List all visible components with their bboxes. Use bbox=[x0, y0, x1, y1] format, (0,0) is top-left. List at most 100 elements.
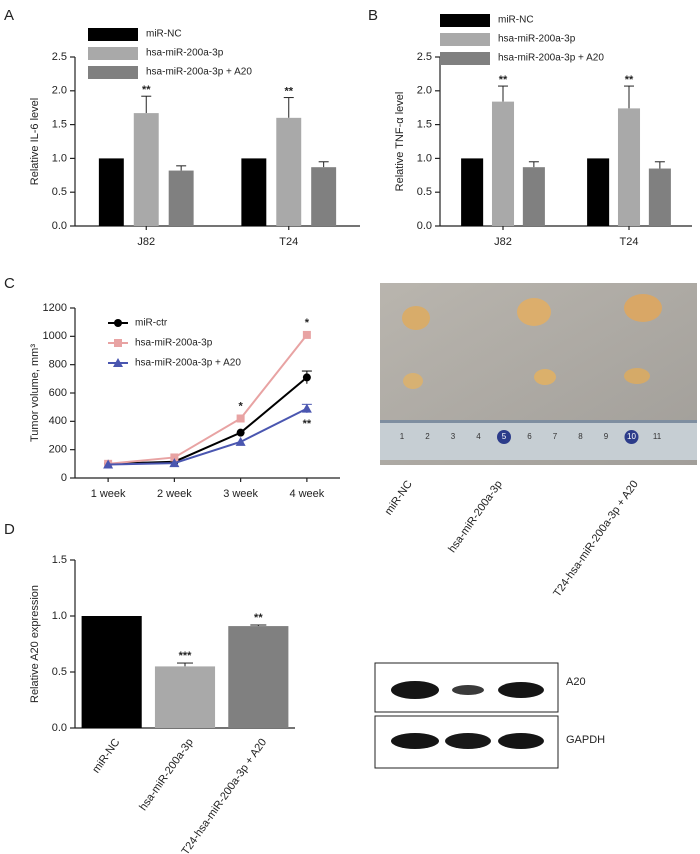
marker bbox=[169, 458, 180, 468]
significance: *** bbox=[179, 650, 193, 662]
sample-label: T24-hsa-miR-200a-3p + A20 bbox=[551, 479, 641, 600]
panel-label: D bbox=[4, 521, 15, 538]
ruler-label: 4 bbox=[476, 432, 481, 441]
band-label: A20 bbox=[566, 676, 586, 688]
significance: ** bbox=[499, 74, 508, 86]
y-axis-label: Relative TNF-α level bbox=[394, 92, 406, 192]
marker bbox=[114, 339, 122, 347]
ruler-label: 3 bbox=[451, 432, 456, 441]
bar bbox=[311, 167, 337, 226]
line bbox=[108, 407, 308, 466]
bar bbox=[98, 158, 124, 226]
bar bbox=[587, 158, 610, 226]
significance: ** bbox=[142, 84, 151, 96]
line bbox=[108, 334, 308, 465]
y-tick-label: 1.0 bbox=[52, 610, 67, 622]
legend-swatch bbox=[440, 52, 490, 65]
sample-label: hsa-miR-200a-3p bbox=[446, 479, 505, 555]
line bbox=[108, 376, 308, 465]
y-tick-label: 0.5 bbox=[417, 186, 432, 198]
ruler-label: 6 bbox=[527, 432, 532, 441]
ruler-label: 9 bbox=[604, 432, 609, 441]
y-tick-label: 1000 bbox=[43, 330, 67, 342]
ruler-label: 11 bbox=[653, 432, 662, 441]
legend-swatch bbox=[440, 14, 490, 27]
y-tick-label: 2.0 bbox=[52, 85, 67, 97]
y-tick-label: 2.5 bbox=[417, 51, 432, 63]
y-tick-label: 0.0 bbox=[52, 220, 67, 232]
y-tick-label: 600 bbox=[49, 387, 67, 399]
legend-label: hsa-miR-200a-3p bbox=[146, 48, 224, 59]
ruler-label: 2 bbox=[425, 432, 430, 441]
bar bbox=[81, 616, 142, 728]
sample-label: miR-NC bbox=[383, 478, 415, 517]
x-tick-label: T24 bbox=[279, 236, 298, 248]
bar bbox=[276, 117, 302, 226]
ruler-circle bbox=[497, 430, 511, 444]
y-tick-label: 2.0 bbox=[417, 85, 432, 97]
bar bbox=[241, 158, 267, 226]
x-tick-label: 4 week bbox=[289, 488, 324, 500]
x-tick-label: J82 bbox=[494, 236, 512, 248]
legend-label: miR-ctr bbox=[135, 318, 168, 329]
significance: ** bbox=[254, 612, 263, 624]
x-tick-label: T24 bbox=[620, 236, 639, 248]
marker bbox=[236, 428, 245, 437]
y-tick-label: 400 bbox=[49, 415, 67, 427]
y-tick-label: 800 bbox=[49, 359, 67, 371]
marker bbox=[302, 330, 311, 339]
ruler-label: 5 bbox=[502, 432, 507, 441]
marker bbox=[301, 403, 312, 413]
y-tick-label: 2.5 bbox=[52, 51, 67, 63]
bar bbox=[522, 167, 545, 226]
ruler-label: 8 bbox=[578, 432, 583, 441]
legend-label: hsa-miR-200a-3p + A20 bbox=[498, 53, 604, 64]
y-axis-label: Relative IL-6 level bbox=[29, 98, 41, 185]
legend-swatch bbox=[440, 33, 490, 46]
legend-swatch bbox=[88, 28, 138, 41]
y-tick-label: 1200 bbox=[43, 302, 67, 314]
marker bbox=[302, 373, 311, 382]
marker bbox=[235, 436, 246, 446]
y-tick-label: 0.0 bbox=[52, 722, 67, 734]
x-tick-label: 2 week bbox=[157, 488, 192, 500]
bar bbox=[154, 666, 216, 728]
x-tick-label: miR-NC bbox=[90, 736, 122, 775]
panel-label: A bbox=[4, 7, 14, 24]
significance: ** bbox=[625, 74, 634, 86]
marker bbox=[113, 358, 123, 367]
bar bbox=[168, 170, 194, 226]
legend-label: hsa-miR-200a-3p bbox=[498, 34, 576, 45]
y-tick-label: 0.5 bbox=[52, 186, 67, 198]
y-tick-label: 0.0 bbox=[417, 220, 432, 232]
y-axis-label: Relative A20 expression bbox=[29, 585, 41, 703]
y-tick-label: 1.5 bbox=[52, 554, 67, 566]
y-axis-label: Tumor volume, mm³ bbox=[29, 344, 41, 442]
y-tick-label: 1.5 bbox=[417, 119, 432, 131]
bar bbox=[133, 113, 159, 226]
marker bbox=[236, 414, 245, 423]
y-tick-label: 0.5 bbox=[52, 666, 67, 678]
x-tick-label: T24-hsa-miR-200a-3p + A20 bbox=[180, 737, 270, 854]
significance: ** bbox=[284, 85, 293, 97]
y-tick-label: 1.0 bbox=[417, 152, 432, 164]
legend-swatch bbox=[88, 47, 138, 60]
y-tick-label: 200 bbox=[49, 444, 67, 456]
ruler-circle bbox=[624, 430, 639, 444]
y-tick-label: 1.5 bbox=[52, 119, 67, 131]
marker bbox=[103, 459, 114, 469]
significance: * bbox=[305, 317, 310, 329]
legend-label: miR-NC bbox=[146, 29, 182, 40]
legend-label: miR-NC bbox=[498, 15, 534, 26]
bar bbox=[491, 101, 515, 226]
panel-label: C bbox=[4, 275, 15, 292]
legend-label: hsa-miR-200a-3p + A20 bbox=[135, 358, 241, 369]
bar bbox=[617, 108, 641, 226]
x-tick-label: hsa-miR-200a-3p bbox=[137, 737, 196, 813]
ruler-label: 10 bbox=[627, 432, 636, 441]
bar bbox=[228, 626, 289, 728]
marker bbox=[170, 453, 179, 462]
ruler-label: 7 bbox=[553, 432, 558, 441]
western-blot: A20 GAPDH bbox=[374, 662, 605, 769]
